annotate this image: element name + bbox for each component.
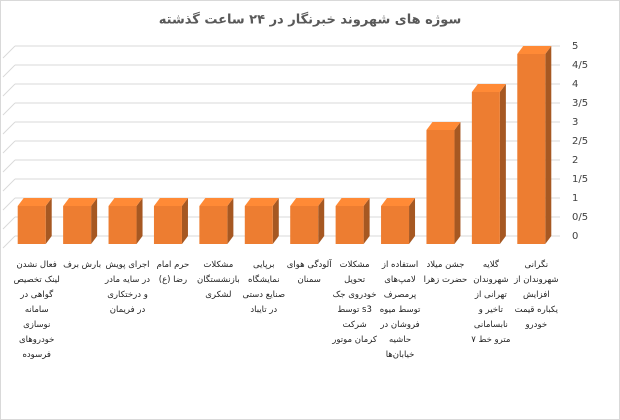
x-tick-label-box: اجرای پویش در سایه مادر و درختکاری در فر…	[105, 260, 151, 315]
x-tick-label: استفاده از لامپ‌های پرمصرف توسط میوه فرو…	[379, 260, 421, 360]
grid-line-floor	[2, 159, 16, 173]
bar-side	[318, 198, 325, 244]
bar-side	[454, 122, 461, 244]
x-tick-label: فعال نشدن لینک تخصیص گواهی در سامانه نوس…	[13, 260, 60, 360]
x-tick-label: حرم امام رضا (ع)	[156, 260, 190, 285]
bar-side	[499, 84, 506, 244]
y-tick-label: 2	[572, 155, 578, 166]
grid-line-floor	[2, 45, 16, 59]
bar	[199, 206, 228, 244]
bar-top	[153, 198, 188, 206]
x-tick-label-box: گلایه شهروندان تهرانی از تاخیر و نابساما…	[471, 260, 511, 345]
x-tick-label-box: آلودگی هوای سمنان	[286, 260, 332, 285]
x-tick-label: بارش برف	[63, 260, 102, 270]
grid-line-floor	[2, 121, 16, 135]
x-tick-label-box: نگرانی شهروندان از افزایش یکباره قیمت خو…	[514, 260, 559, 330]
bar-side	[45, 198, 52, 244]
bar	[381, 206, 410, 244]
bar	[335, 206, 364, 244]
bar-top	[17, 198, 52, 206]
bar-top	[63, 198, 98, 206]
bar-side	[91, 198, 98, 244]
bar	[153, 206, 182, 244]
bar-side	[227, 198, 234, 244]
bar-top	[471, 84, 506, 92]
y-tick-label: 3/5	[572, 98, 588, 109]
x-tick-label: اجرای پویش در سایه مادر و درختکاری در فر…	[105, 260, 151, 315]
bar	[426, 130, 455, 244]
x-tick-label: نگرانی شهروندان از افزایش یکباره قیمت خو…	[514, 260, 559, 330]
x-tick-label: جشن میلاد حضرت زهرا	[423, 260, 468, 285]
x-tick-label: برپایی نمایشگاه صنایع دستی در تایباد	[242, 260, 286, 315]
bar-side	[136, 198, 143, 244]
x-tick-label-box: جشن میلاد حضرت زهرا	[423, 260, 468, 285]
y-tick-label: 1/5	[572, 174, 588, 185]
x-tick-label-box: فعال نشدن لینک تخصیص گواهی در سامانه نوس…	[13, 260, 60, 360]
grid-line-floor	[2, 178, 16, 192]
grid-line-floor	[2, 140, 16, 154]
bar-top	[244, 198, 279, 206]
x-tick-label-box: مشکلات تحویل خودروی جک s3 توسط شرکت کرما…	[332, 260, 377, 345]
y-tick-label: 0/5	[572, 212, 588, 223]
x-tick-label-box: استفاده از لامپ‌های پرمصرف توسط میوه فرو…	[379, 260, 421, 360]
bar-side	[545, 46, 552, 244]
x-tick-label: آلودگی هوای سمنان	[286, 260, 332, 285]
x-tick-label: مشکلات بازنشستگان لشکری	[197, 260, 240, 300]
y-tick-label: 3	[572, 117, 578, 128]
grid-line-floor	[2, 83, 16, 97]
y-tick-label: 5	[572, 41, 578, 52]
grid-line-floor	[2, 235, 16, 249]
y-tick-label: 1	[572, 193, 578, 204]
bar	[471, 92, 500, 244]
bar	[517, 54, 546, 244]
x-tick-label: گلایه شهروندان تهرانی از تاخیر و نابساما…	[471, 260, 511, 345]
bar-top	[335, 198, 370, 206]
bar	[290, 206, 319, 244]
bar	[244, 206, 273, 244]
bar-side	[409, 198, 416, 244]
x-tick-label-box: بارش برف	[63, 260, 102, 270]
bar-side	[272, 198, 279, 244]
bar-top	[199, 198, 234, 206]
grid-line-floor	[2, 197, 16, 211]
y-tick-label: 4	[572, 79, 578, 90]
bar-top	[381, 198, 416, 206]
y-tick-label: 0	[572, 231, 578, 242]
bar-side	[363, 198, 370, 244]
y-tick-label: 4/5	[572, 60, 588, 71]
bar-top	[290, 198, 325, 206]
grid-line-floor	[2, 64, 16, 78]
y-tick-label: 2/5	[572, 136, 588, 147]
bar-top	[108, 198, 143, 206]
x-tick-label-box: برپایی نمایشگاه صنایع دستی در تایباد	[242, 260, 286, 315]
bar-side	[181, 198, 188, 244]
bar-top	[426, 122, 461, 130]
bar-top	[517, 46, 552, 54]
x-tick-label: مشکلات تحویل خودروی جک s3 توسط شرکت کرما…	[332, 260, 377, 345]
bar	[17, 206, 46, 244]
bar	[108, 206, 137, 244]
grid-line-floor	[2, 102, 16, 116]
x-tick-label-box: حرم امام رضا (ع)	[156, 260, 190, 285]
bar	[63, 206, 92, 244]
grid-line-floor	[2, 216, 16, 230]
x-tick-label-box: مشکلات بازنشستگان لشکری	[197, 260, 240, 300]
chart-title: سوژه های شهروند خبرنگار در ۲۴ ساعت گذشته	[159, 12, 461, 28]
